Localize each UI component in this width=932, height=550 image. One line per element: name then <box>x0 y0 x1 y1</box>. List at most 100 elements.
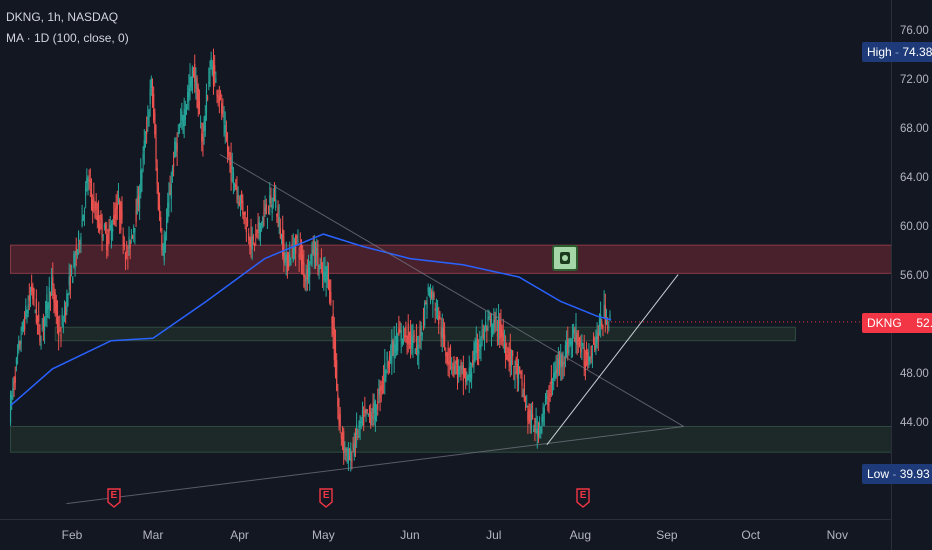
candle-body <box>18 341 20 349</box>
candle-body <box>124 253 127 261</box>
candle-body <box>366 409 368 413</box>
candle-body <box>395 334 398 350</box>
candle-body <box>516 363 518 379</box>
candle-body <box>433 293 435 297</box>
candle-body <box>571 337 574 345</box>
candle-body <box>180 122 182 124</box>
candle-body <box>130 236 132 239</box>
candle-body <box>509 348 511 367</box>
candle-body <box>456 370 459 378</box>
candle-body <box>257 223 259 228</box>
earnings-marker[interactable]: E <box>319 488 333 508</box>
candle-body <box>278 216 280 228</box>
candle-body <box>76 249 79 256</box>
candle-body <box>377 401 379 410</box>
candle-body <box>195 80 197 89</box>
candle-body <box>327 272 330 290</box>
candle-body <box>346 448 348 452</box>
candle-body <box>306 269 308 279</box>
candle-body <box>413 334 415 337</box>
candle-body <box>480 343 482 349</box>
candle-body <box>107 233 109 246</box>
candle-body <box>546 395 548 399</box>
candle-body <box>203 118 205 132</box>
candle-body <box>163 234 165 261</box>
candle-body <box>605 320 608 324</box>
candle-body <box>83 210 86 213</box>
candle-body <box>102 239 104 241</box>
candle-body <box>432 293 434 305</box>
candle-body <box>462 364 464 381</box>
candle-body <box>92 199 94 211</box>
candle-body <box>326 266 328 281</box>
candle-body <box>194 63 196 82</box>
candle-body <box>121 210 123 220</box>
candle-body <box>325 271 327 283</box>
candle-body <box>501 328 503 337</box>
candle-body <box>356 424 358 435</box>
candle-body <box>338 409 340 424</box>
candle-body <box>19 342 21 346</box>
candle-body <box>318 265 320 273</box>
trendline <box>219 154 684 427</box>
candle-body <box>292 246 294 261</box>
candle-body <box>133 227 135 233</box>
candle-body <box>522 394 524 396</box>
candle-body <box>544 399 547 405</box>
candle-body <box>316 248 318 256</box>
candle-body <box>59 328 61 330</box>
candle-body <box>103 225 105 228</box>
candle-body <box>128 236 130 247</box>
candle-body <box>567 338 569 354</box>
candle-body <box>201 133 203 142</box>
candle-body <box>387 361 389 369</box>
candle-body <box>474 343 476 360</box>
earnings-marker[interactable]: E <box>576 488 590 508</box>
candle-body <box>134 227 136 233</box>
candle-body <box>119 199 121 220</box>
earnings-icon: E <box>579 490 587 501</box>
candle-body <box>94 212 96 218</box>
candle-body <box>272 197 274 202</box>
candle-body <box>155 138 157 163</box>
candle-body <box>25 305 27 317</box>
candle-body <box>90 192 93 197</box>
candle-body <box>536 428 538 435</box>
candle-body <box>472 359 474 365</box>
candle-body <box>585 350 588 356</box>
chart-area[interactable] <box>0 0 919 519</box>
candle-body <box>215 78 217 83</box>
symbol-legend[interactable]: DKNG, 1h, NASDAQ <box>6 10 119 24</box>
candle-body <box>158 205 161 212</box>
candle-body <box>177 132 179 134</box>
candle-body <box>80 236 82 244</box>
time-scale[interactable]: Feb Mar Apr May Jun Jul Aug Sep Oct Nov <box>0 519 891 550</box>
candle-body <box>361 410 364 418</box>
candle-body <box>241 192 243 204</box>
time-tick: Nov <box>826 528 848 542</box>
time-tick: Aug <box>569 528 592 542</box>
candle-body <box>390 354 392 361</box>
candle-body <box>527 412 529 421</box>
candle-body <box>324 266 326 270</box>
candle-body <box>66 293 68 312</box>
candle-body <box>258 221 260 233</box>
ma-legend[interactable]: MA · 1D (100, close, 0) <box>6 31 129 45</box>
candle-body <box>360 421 362 423</box>
candle-body <box>97 210 100 227</box>
candle-body <box>196 77 198 108</box>
candle-body <box>379 387 381 399</box>
low-tag-value: 39.93 <box>899 467 930 481</box>
candle-body <box>363 414 365 426</box>
candle-body <box>311 242 313 264</box>
candle-body <box>597 332 599 340</box>
price-chart[interactable] <box>0 0 919 519</box>
earnings-marker[interactable]: E <box>107 488 121 508</box>
alert-marker[interactable] <box>552 245 578 271</box>
candle-body <box>465 368 467 383</box>
candle-body <box>171 168 174 176</box>
candle-body <box>421 333 423 335</box>
candle-body <box>235 184 237 190</box>
resistance-zone <box>10 244 919 274</box>
candle-body <box>287 260 290 268</box>
